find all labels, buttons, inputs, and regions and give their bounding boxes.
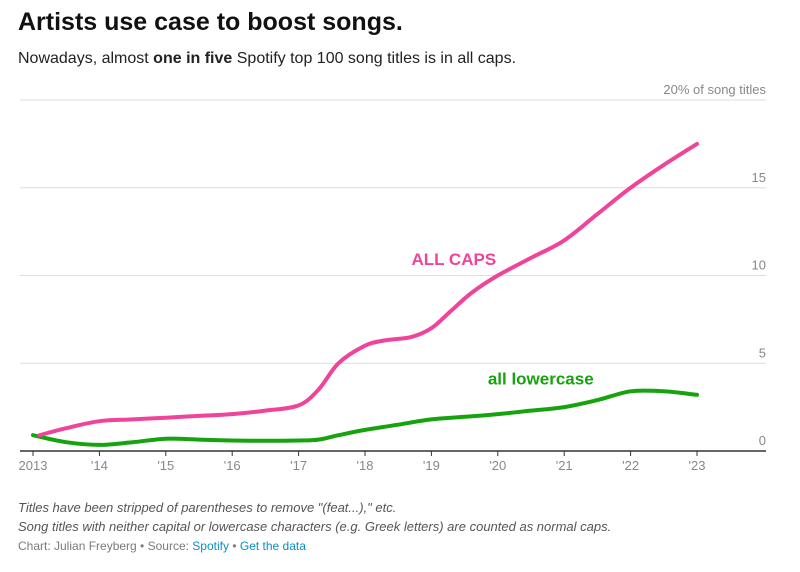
chart-author: Chart: Julian Freyberg — [18, 539, 137, 553]
chart-title: Artists use case to boost songs. — [18, 8, 403, 36]
series-lines — [31, 141, 699, 447]
x-tick-label: '22 — [622, 458, 639, 473]
note-parentheses: Titles have been stripped of parentheses… — [18, 500, 397, 515]
x-tick-label: '21 — [556, 458, 573, 473]
subtitle-text-start: Nowadays, almost — [18, 50, 154, 67]
x-tick-label: '16 — [224, 458, 241, 473]
get-data-link[interactable]: Get the data — [239, 539, 306, 553]
gridlines — [20, 99, 766, 364]
y-tick-label: 0 — [759, 433, 766, 448]
x-tick-label: '14 — [91, 458, 108, 473]
line-chart: 0 5 10 15 20% of song titles ALL CAPS all low… — [19, 82, 767, 473]
source-label: Source: — [147, 539, 193, 553]
credit-separator-2: • — [228, 539, 240, 553]
y-tick-label: 15 — [752, 170, 766, 185]
x-tick-label: 2013 — [19, 458, 48, 473]
subtitle-emphasis: one in five — [153, 50, 233, 67]
chart-notes: Titles have been stripped of parentheses… — [18, 498, 611, 536]
y-axis-ticks: 0 5 10 15 20% of song titles — [663, 82, 766, 448]
series-labels: ALL CAPS all lowercase — [411, 250, 593, 388]
series-label-all-caps: ALL CAPS — [411, 250, 496, 269]
x-axis: 2013 '14 '15 '16 '17 '18 '19 '20 '21 '22 '23 — [19, 450, 766, 473]
series-line-all-lowercase — [31, 388, 699, 447]
y-tick-label: 5 — [759, 345, 766, 360]
y-tick-label: 20% of song titles — [663, 82, 766, 97]
x-tick-label: '23 — [689, 458, 706, 473]
x-tick-label: '18 — [357, 458, 374, 473]
subtitle-text-end: Spotify top 100 song titles is in all ca… — [232, 50, 517, 67]
x-tick-label: '20 — [489, 458, 506, 473]
series-label-all-lowercase: all lowercase — [488, 369, 594, 388]
chart-credits: Chart: Julian Freyberg • Source: Spotify… — [18, 539, 306, 553]
series-line-all-caps — [37, 141, 699, 438]
x-tick-label: '15 — [157, 458, 174, 473]
x-tick-label: '17 — [290, 458, 307, 473]
chart-subtitle: Nowadays, almost one in five Spotify top… — [18, 50, 516, 68]
source-link[interactable]: Spotify — [192, 539, 229, 553]
credit-separator: • — [136, 539, 148, 553]
y-tick-label: 10 — [752, 258, 766, 273]
note-greek-letters: Song titles with neither capital or lowe… — [18, 519, 612, 534]
x-tick-label: '19 — [423, 458, 440, 473]
